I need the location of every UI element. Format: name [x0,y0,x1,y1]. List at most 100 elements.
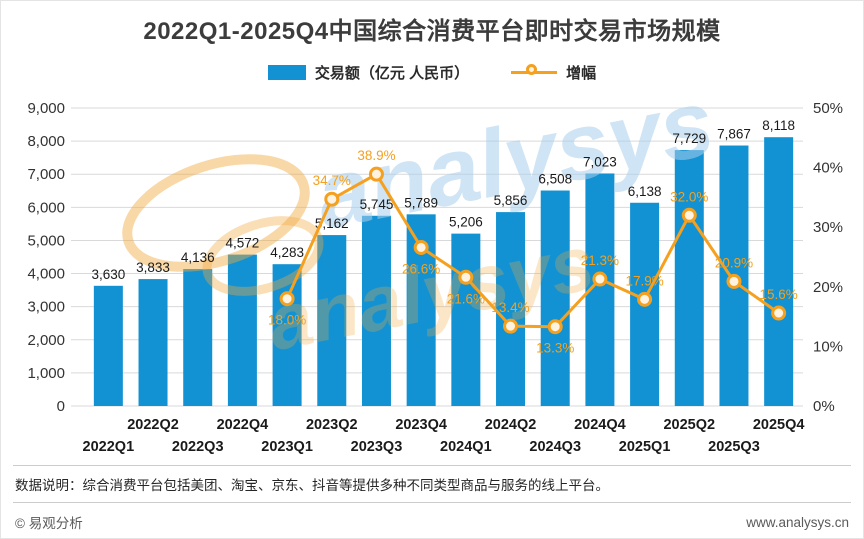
bar-2023Q1 [272,264,302,406]
line-marker-2023Q1 [279,291,295,307]
x-axis-label: 2024Q1 [440,439,492,455]
right-axis-tick-label: 0% [813,398,835,415]
growth-value-label: 13.3% [536,341,574,356]
bar-value-label: 6,508 [538,172,572,187]
bar-value-label: 8,118 [762,118,795,133]
growth-line [285,172,780,329]
bar-2022Q2 [138,279,168,406]
bar-2022Q1 [93,285,123,406]
bar-value-label: 4,572 [226,236,260,251]
bar-value-label: 4,136 [181,250,215,265]
left-axis-tick-label: 1,000 [27,365,65,382]
line-legend-label: 增幅 [566,65,597,82]
right-axis-tick-label: 40% [813,160,843,177]
line-marker-2025Q4 [771,305,787,321]
bar-2025Q4 [764,137,794,407]
line-marker-2024Q1 [458,269,474,285]
chart-title: 2022Q1-2025Q4中国综合消费平台即时交易市场规模 [143,18,721,45]
growth-value-label: 15.6% [760,287,798,302]
bar-2023Q2 [317,235,347,406]
growth-value-label: 13.4% [491,300,529,315]
growth-value-label: 21.6% [447,291,485,306]
growth-value-label: 38.9% [357,148,395,163]
bar-value-label: 5,789 [404,195,438,210]
bar-2024Q2 [496,212,526,406]
bar-value-label: 5,856 [494,193,528,208]
left-axis-tick-label: 0 [57,398,65,415]
website-link[interactable]: www.analysys.cn [746,514,849,530]
line-marker-2025Q1 [637,291,653,307]
x-axis-label: 2025Q2 [663,417,715,433]
line-marker-2024Q3 [547,319,563,335]
bar-legend-swatch [267,65,306,80]
footer-separator [13,502,851,503]
x-axis-label: 2024Q3 [529,439,581,455]
left-axis-tick-label: 2,000 [27,332,65,349]
x-axis-label: 2025Q1 [619,439,671,455]
note-separator [13,465,851,466]
watermark-swirl-inner-icon [202,216,324,296]
line-legend-swatch [511,64,558,81]
x-axis-label: 2025Q3 [708,439,760,455]
x-axis-label: 2022Q2 [127,417,179,433]
right-axis-tick-label: 20% [813,279,843,296]
left-axis-tick-label: 4,000 [27,266,65,283]
bar-legend-label: 交易额（亿元 人民币） [314,65,470,82]
growth-value-label: 20.9% [715,255,753,270]
bar-2024Q3 [540,190,570,406]
bar-value-label: 7,867 [717,127,751,142]
bar-value-label: 5,745 [360,197,394,212]
left-axis-tick-label: 3,000 [27,299,65,316]
line-marker-2024Q2 [503,318,519,334]
bar-value-label: 5,206 [449,215,483,230]
line-marker-2025Q3 [726,273,742,289]
line-legend-marker-icon [525,64,537,75]
growth-value-label: 17.9% [625,273,663,288]
bar-2025Q2 [674,150,704,406]
x-axis-label: 2023Q4 [395,417,447,433]
growth-value-label: 32.0% [670,189,708,204]
x-axis-label: 2022Q3 [172,439,224,455]
growth-value-label: 18.0% [268,313,306,328]
growth-value-label: 34.7% [313,173,351,188]
left-axis-tick-label: 6,000 [27,199,65,216]
growth-value-label: 26.6% [402,261,440,276]
bottom-bar: © 易观分析 www.analysys.cn [15,512,849,532]
left-axis-tick-label: 9,000 [27,100,65,117]
left-axis-tick-label: 5,000 [27,232,65,249]
growth-value-label: 21.3% [581,253,619,268]
watermark-swirl-icon [122,154,310,272]
bar-value-label: 3,630 [91,267,125,282]
x-axis-label: 2023Q3 [351,439,403,455]
x-axis-label: 2022Q1 [83,439,135,455]
line-marker-2023Q2 [324,191,340,207]
line-marker-2025Q2 [681,207,697,223]
bar-value-label: 7,023 [583,154,617,169]
left-axis-tick-label: 8,000 [27,133,65,150]
x-axis-label: 2023Q2 [306,417,358,433]
line-marker-2023Q4 [413,239,429,255]
bar-value-label: 7,729 [672,131,706,146]
copyright-label: © 易观分析 [15,516,83,531]
legend-item-line: 增幅 [511,62,596,83]
bar-value-label: 6,138 [628,184,662,199]
legend: 交易额（亿元 人民币） 增幅 [1,62,863,83]
line-marker-2023Q3 [368,166,384,182]
bar-2023Q3 [361,215,391,406]
data-note: 数据说明：综合消费平台包括美团、淘宝、京东、抖音等提供多种不同类型商品与服务的线… [15,478,609,493]
line-marker-2024Q4 [592,271,608,287]
bar-2022Q3 [183,269,213,406]
x-axis-label: 2024Q4 [574,417,626,433]
bar-value-label: 4,283 [270,245,304,260]
legend-item-bar: 交易额（亿元 人民币） [267,62,470,83]
left-axis-tick-label: 7,000 [27,166,65,183]
right-axis-tick-label: 30% [813,219,843,236]
x-axis-label: 2024Q2 [485,417,537,433]
right-axis-tick-label: 10% [813,338,843,355]
x-axis-label: 2025Q4 [753,417,805,433]
x-axis-label: 2022Q4 [217,417,269,433]
bar-value-label: 3,833 [136,260,170,275]
right-axis-tick-label: 50% [813,100,843,117]
